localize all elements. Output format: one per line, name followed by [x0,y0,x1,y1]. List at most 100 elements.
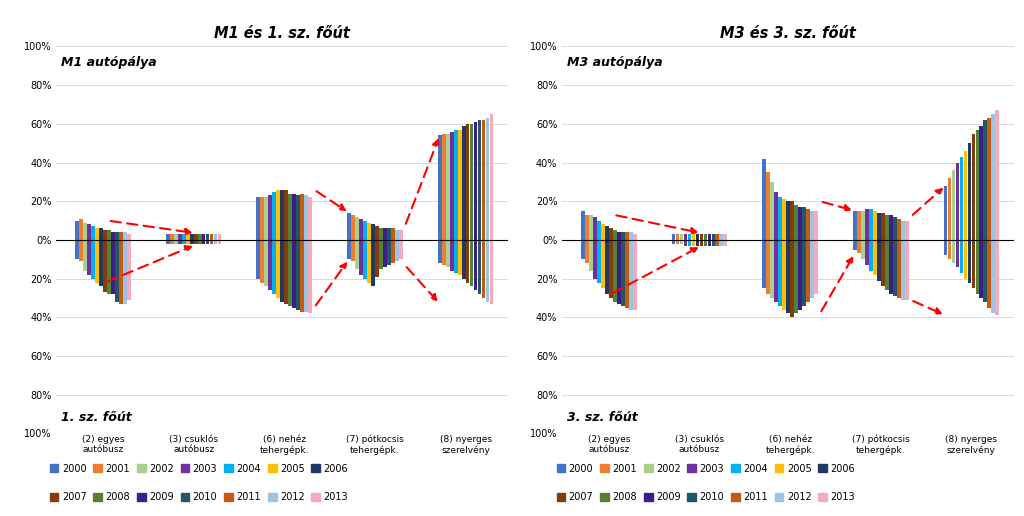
Bar [905,240,908,300]
Legend: 2007, 2008, 2009, 2010, 2011, 2012, 2013: 2007, 2008, 2009, 2010, 2011, 2012, 2013 [553,488,859,506]
Bar [189,240,194,244]
Bar [770,240,774,298]
Bar [178,234,181,240]
Bar [798,207,802,240]
Bar [379,240,383,269]
Bar [351,240,355,261]
Bar [687,240,691,246]
Bar [901,240,904,300]
Bar [438,240,441,263]
Bar [995,240,999,315]
Bar [359,219,362,240]
Bar [593,217,597,240]
Bar [276,240,281,298]
Bar [281,240,285,302]
Bar [893,240,897,296]
Bar [111,232,115,240]
Bar [806,240,810,302]
Bar [347,240,351,260]
Bar [724,240,727,246]
Bar [95,228,99,240]
Bar [182,240,185,244]
Bar [802,240,806,305]
Bar [174,234,177,240]
Bar [885,240,889,290]
Bar [95,240,99,283]
Bar [802,207,806,240]
Bar [371,224,375,240]
Bar [445,240,450,267]
Bar [477,120,481,240]
Bar [399,230,402,240]
Bar [300,240,304,312]
Bar [762,159,766,240]
Bar [371,240,375,286]
Bar [613,230,616,240]
Bar [691,240,695,246]
Bar [695,234,699,240]
Bar [79,219,83,240]
Bar [300,194,304,240]
Bar [976,130,979,240]
Bar [115,240,119,302]
Bar [581,240,585,260]
Bar [308,240,312,313]
Bar [75,221,79,240]
Bar [703,234,708,240]
Bar [127,234,131,240]
Bar [881,213,885,240]
Bar [791,201,794,240]
Bar [218,240,221,244]
Bar [108,230,111,240]
Bar [99,228,102,240]
Bar [629,232,633,240]
Bar [897,240,900,298]
Bar [605,227,608,240]
Bar [687,234,691,240]
Bar [119,240,123,304]
Bar [194,240,198,244]
Bar [355,217,358,240]
Bar [980,240,983,298]
Bar [387,228,391,240]
Bar [87,240,91,275]
Bar [260,198,264,240]
Bar [202,240,206,244]
Bar [474,122,477,240]
Bar [375,227,379,240]
Bar [185,240,189,244]
Bar [987,240,991,308]
Bar [857,211,861,240]
Bar [268,240,272,290]
Bar [869,209,872,240]
Bar [814,211,818,240]
Bar [308,198,312,240]
Bar [489,240,494,304]
Bar [672,240,676,244]
Bar [633,240,637,310]
Bar [91,240,95,279]
Bar [684,240,687,246]
Bar [889,240,893,294]
Bar [170,240,174,244]
Bar [889,215,893,240]
Text: 3. sz. főút: 3. sz. főút [566,411,637,424]
Bar [893,217,897,240]
Bar [585,240,589,263]
Bar [885,215,889,240]
Bar [601,224,605,240]
Bar [281,190,285,240]
Bar [470,124,473,240]
Bar [441,134,445,240]
Bar [865,209,868,240]
Bar [268,196,272,240]
Bar [296,240,300,310]
Bar [959,157,964,240]
Bar [387,240,391,265]
Bar [182,234,185,240]
Bar [285,240,288,304]
Bar [766,172,770,240]
Bar [391,240,395,263]
Bar [605,240,608,294]
Bar [983,120,987,240]
